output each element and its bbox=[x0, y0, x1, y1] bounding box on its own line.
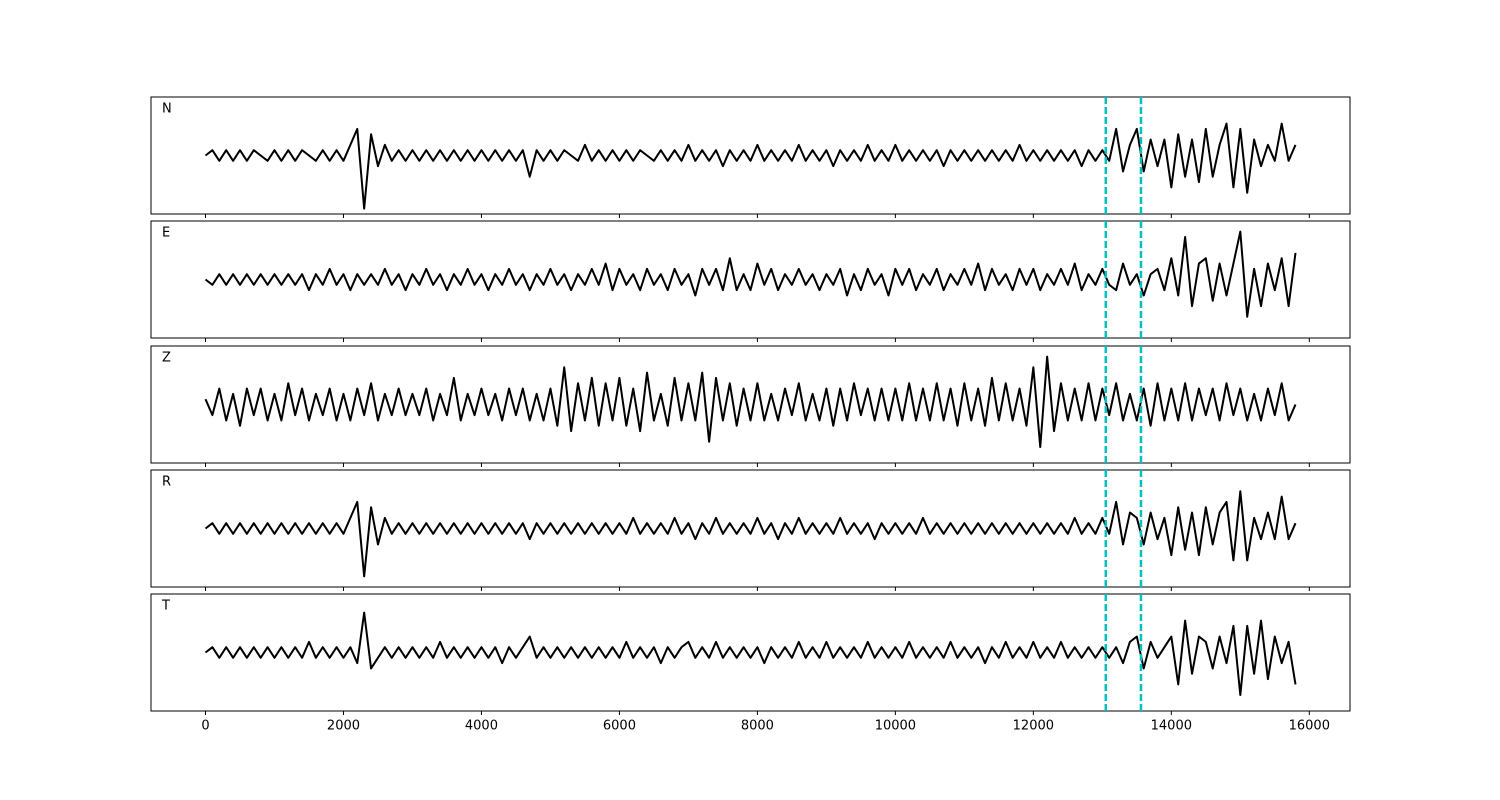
x-tick-label: 8000 bbox=[741, 719, 774, 734]
panel-label: T bbox=[161, 599, 170, 614]
x-tick-label: 10000 bbox=[875, 719, 916, 734]
panel-frame bbox=[150, 345, 1351, 464]
waveform bbox=[204, 490, 1297, 578]
panel-frame bbox=[150, 593, 1351, 712]
waveform bbox=[204, 611, 1297, 697]
x-tick-label: 16000 bbox=[1289, 719, 1330, 734]
panel-label: Z bbox=[162, 351, 171, 366]
panel-label: R bbox=[162, 475, 171, 490]
x-tick-label: 14000 bbox=[1151, 719, 1192, 734]
x-tick-label: 4000 bbox=[465, 719, 498, 734]
panel-label: E bbox=[162, 226, 170, 241]
panel-frame bbox=[150, 469, 1351, 588]
x-tick-label: 2000 bbox=[327, 719, 360, 734]
panel-frame bbox=[150, 96, 1351, 215]
panel-label: N bbox=[162, 102, 172, 117]
panel-frame bbox=[150, 220, 1351, 339]
x-tick-label: 6000 bbox=[603, 719, 636, 734]
waveform bbox=[204, 122, 1297, 210]
x-tick-label: 0 bbox=[201, 719, 209, 734]
waveform bbox=[204, 230, 1297, 318]
x-tick-label: 12000 bbox=[1013, 719, 1054, 734]
waveform bbox=[204, 355, 1297, 449]
